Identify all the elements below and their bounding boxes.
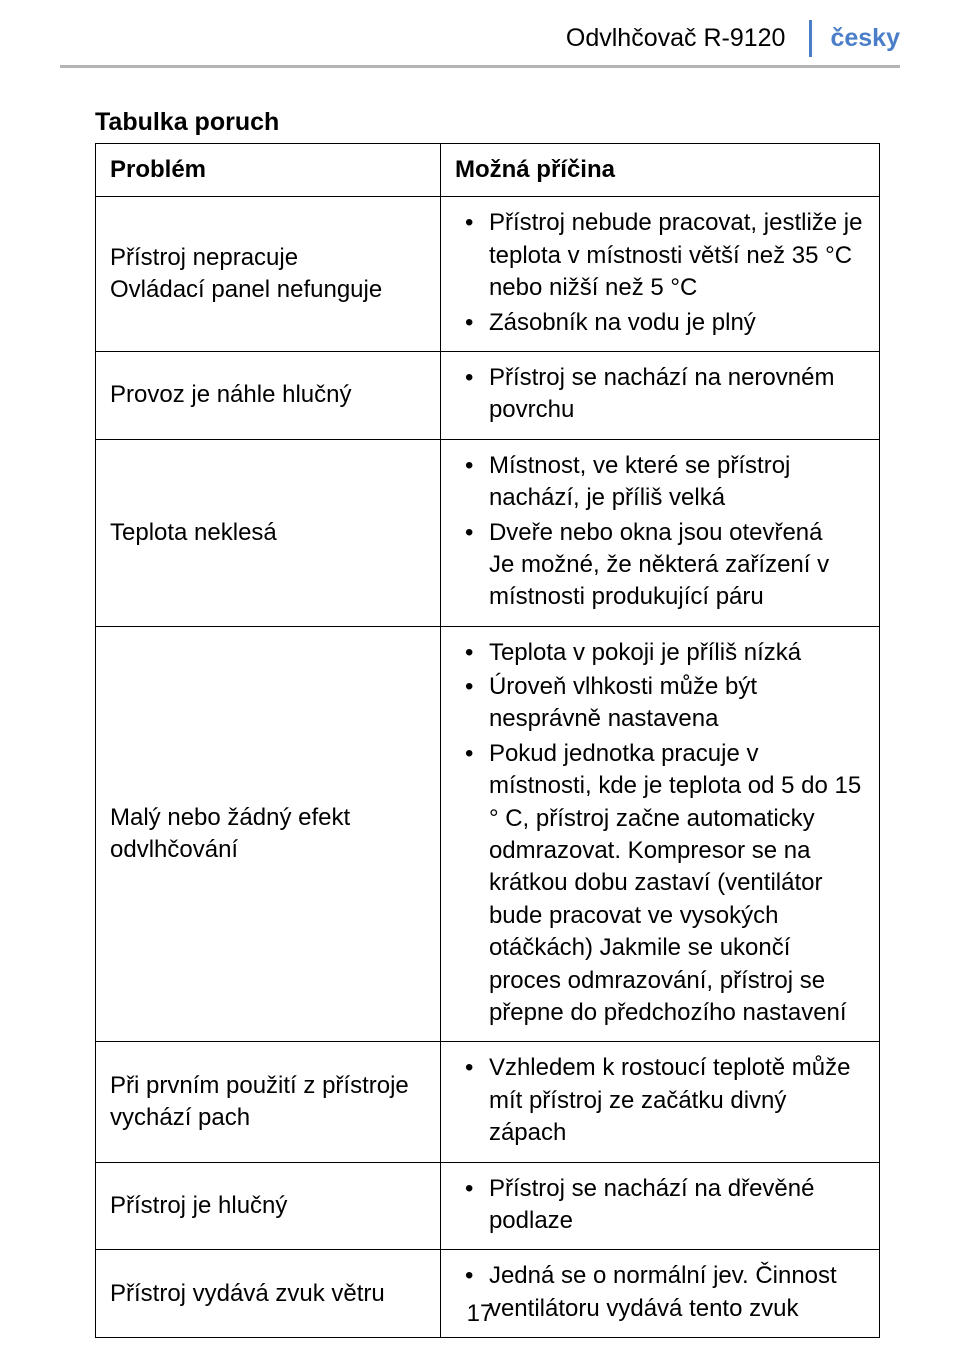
cause-cell: Přístroj se nachází na dřevěné podlaze	[440, 1162, 879, 1250]
cause-item: Vzhledem k rostoucí teplotě může mít pří…	[455, 1052, 865, 1149]
table-row: Malý nebo žádný efekt odvlhčování Teplota…	[96, 626, 880, 1042]
table-row: Při prvním použití z přístroje vychází p…	[96, 1042, 880, 1162]
cause-cell: Teplota v pokoji je příliš nízkáÚroveň v…	[440, 626, 879, 1042]
cause-list: Teplota v pokoji je příliš nízkáÚroveň v…	[455, 637, 865, 1030]
cause-item: Úroveň vlhkosti může být nesprávně nasta…	[455, 671, 865, 736]
cause-list: Místnost, ve které se přístroj nachází, …	[455, 450, 865, 614]
problem-text: Malý nebo žádný efekt odvlhčování	[110, 802, 426, 867]
column-header-problem: Problém	[96, 144, 441, 197]
column-header-cause: Možná příčina	[440, 144, 879, 197]
cause-item: Pokud jednotka pracuje v místnosti, kde …	[455, 738, 865, 1030]
trouble-table: ProblémMožná příčinaPřístroj nepracujeOv…	[95, 143, 880, 1338]
content: Tabulka poruch ProblémMožná příčinaPříst…	[0, 68, 960, 1338]
cause-cell: Přístroj nebude pracovat, jestliže je te…	[440, 197, 879, 352]
problem-cell: Při prvním použití z přístroje vychází p…	[96, 1042, 441, 1162]
problem-text: Ovládací panel nefunguje	[110, 274, 426, 306]
cause-item: Přístroj se nachází na dřevěné podlaze	[455, 1173, 865, 1238]
problem-text: Přístroj je hlučný	[110, 1190, 426, 1222]
cause-list: Vzhledem k rostoucí teplotě může mít pří…	[455, 1052, 865, 1149]
cause-item: Přístroj nebude pracovat, jestliže je te…	[455, 207, 865, 304]
problem-cell: Přístroj je hlučný	[96, 1162, 441, 1250]
cause-cell: Vzhledem k rostoucí teplotě může mít pří…	[440, 1042, 879, 1162]
problem-cell: Provoz je náhle hlučný	[96, 351, 441, 439]
table-row: Přístroj nepracujeOvládací panel nefungu…	[96, 197, 880, 352]
table-row: Teplota neklesá Místnost, ve které se pří…	[96, 439, 880, 626]
problem-cell: Teplota neklesá	[96, 439, 441, 626]
language-label: česky	[830, 24, 900, 52]
cause-item: Místnost, ve které se přístroj nachází, …	[455, 450, 865, 515]
table-row: Provoz je náhle hlučný Přístroj se nacház…	[96, 351, 880, 439]
problem-cell: Malý nebo žádný efekt odvlhčování	[96, 626, 441, 1042]
product-title: Odvlhčovač R-9120	[566, 24, 786, 53]
header: Odvlhčovač R-9120 česky	[0, 0, 960, 65]
table-row: Přístroj je hlučný Přístroj se nachází na…	[96, 1162, 880, 1250]
cause-subtext: Je možné, že některá zařízení v místnost…	[489, 549, 865, 614]
problem-text: Provoz je náhle hlučný	[110, 379, 426, 411]
cause-cell: Místnost, ve které se přístroj nachází, …	[440, 439, 879, 626]
problem-text: Přístroj nepracuje	[110, 242, 426, 274]
cause-item: Zásobník na vodu je plný	[455, 307, 865, 339]
cause-item: Dveře nebo okna jsou otevřenáJe možné, ž…	[455, 517, 865, 614]
page-title: Tabulka poruch	[95, 108, 880, 137]
problem-cell: Přístroj nepracujeOvládací panel nefungu…	[96, 197, 441, 352]
cause-list: Přístroj se nachází na dřevěné podlaze	[455, 1173, 865, 1238]
page-number: 17	[0, 1300, 960, 1328]
cause-cell: Přístroj se nachází na nerovném povrchu	[440, 351, 879, 439]
language-box: česky	[809, 20, 900, 57]
cause-list: Přístroj se nachází na nerovném povrchu	[455, 362, 865, 427]
cause-item: Teplota v pokoji je příliš nízká	[455, 637, 865, 669]
cause-item: Přístroj se nachází na nerovném povrchu	[455, 362, 865, 427]
problem-text: Teplota neklesá	[110, 517, 426, 549]
cause-list: Přístroj nebude pracovat, jestliže je te…	[455, 207, 865, 339]
table-header-row: ProblémMožná příčina	[96, 144, 880, 197]
problem-text: Při prvním použití z přístroje vychází p…	[110, 1070, 426, 1135]
